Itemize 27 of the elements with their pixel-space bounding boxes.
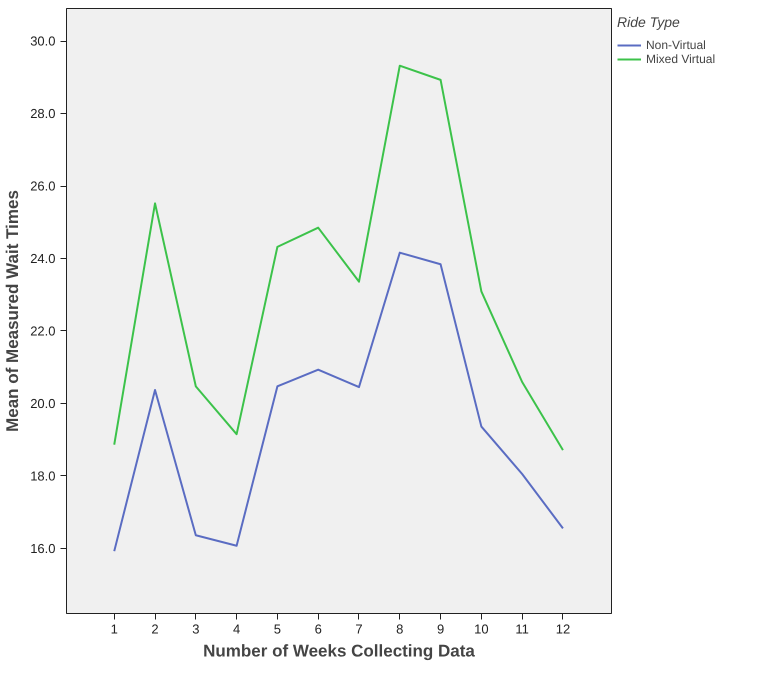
- x-axis-title: Number of Weeks Collecting Data: [203, 642, 476, 660]
- y-tick-label: 26.0: [30, 178, 56, 194]
- line-series: [113, 252, 564, 552]
- y-tick-label: 16.0: [30, 540, 56, 556]
- y-axis-title: Mean of Measured Wait Times: [3, 190, 22, 432]
- legend-title: Ride Type: [617, 14, 681, 30]
- x-tick-label: 3: [192, 622, 200, 636]
- x-tick-label: 4: [232, 622, 240, 636]
- x-tick-label: 8: [396, 622, 404, 636]
- x-tick-label: 10: [474, 622, 489, 636]
- legend-label: Mixed Virtual: [646, 52, 716, 66]
- y-tick-label: 28.0: [30, 106, 56, 122]
- x-tick-label: 9: [436, 622, 444, 636]
- legend-label: Non-Virtual: [646, 38, 706, 52]
- x-tick-label: 1: [110, 622, 118, 636]
- x-tick-label: 11: [515, 622, 529, 636]
- y-tick-label: 22.0: [30, 323, 56, 338]
- y-tick-label: 30.0: [30, 34, 56, 49]
- y-tick-label: 24.0: [30, 250, 56, 266]
- line-series: [113, 64, 564, 452]
- y-tick-label: 20.0: [30, 396, 56, 411]
- x-tick-label: 7: [355, 622, 363, 636]
- x-tick-label: 6: [314, 622, 322, 636]
- y-tick-label: 18.0: [30, 468, 56, 484]
- x-tick-label: 5: [274, 622, 282, 636]
- x-tick-label: 12: [556, 622, 570, 636]
- x-tick-label: 2: [151, 622, 159, 636]
